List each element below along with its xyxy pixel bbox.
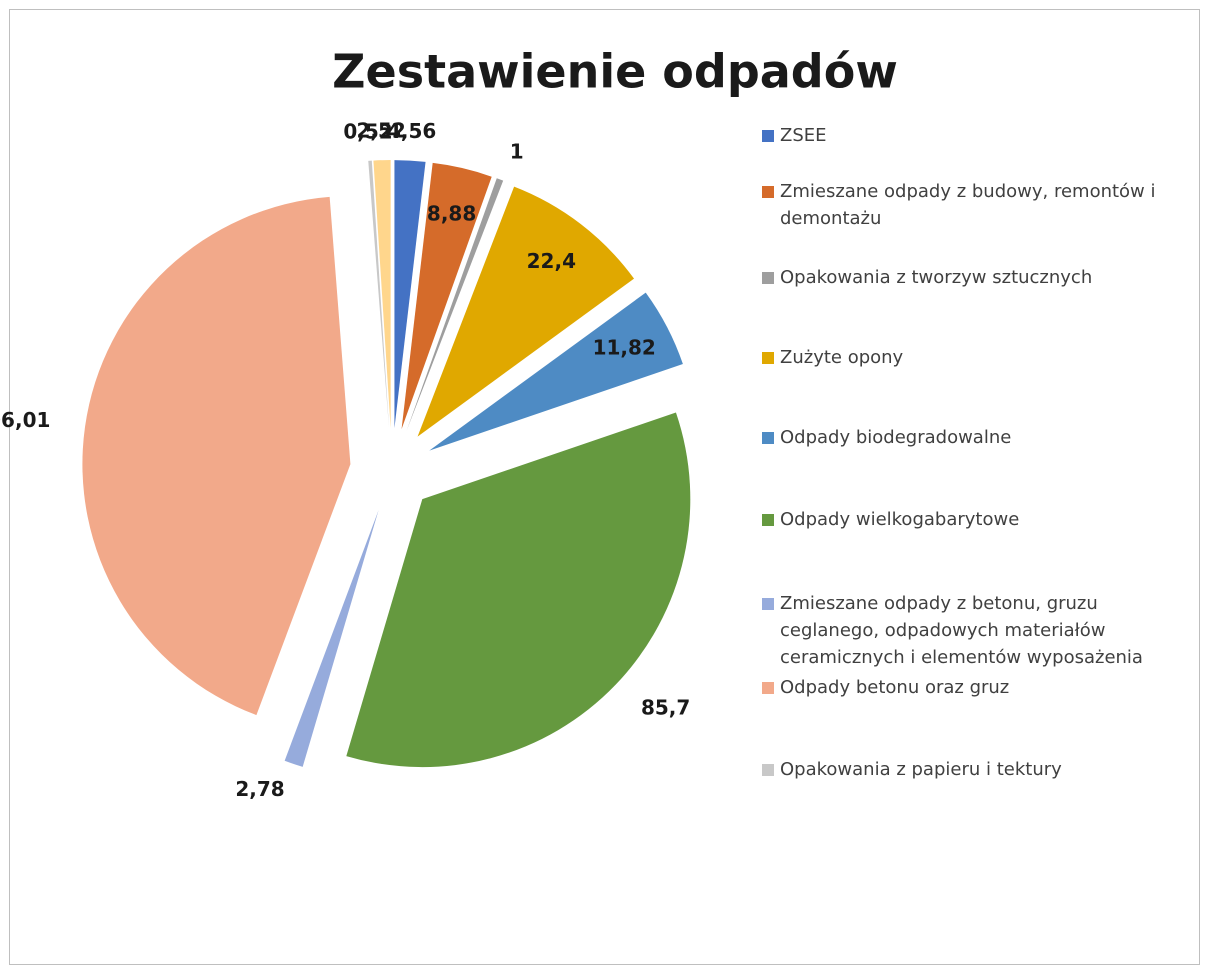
legend-label: Zużyte opony xyxy=(780,347,904,368)
legend-swatch xyxy=(762,514,774,526)
legend-label: Odpady biodegradowalne xyxy=(780,427,1012,448)
legend-swatch xyxy=(762,272,774,284)
legend-item: Zmieszane odpady z betonu, gruzu ceglane… xyxy=(762,590,1202,671)
pie xyxy=(82,160,691,768)
legend-swatch xyxy=(762,432,774,444)
legend-label: Opakowania z papieru i tektury xyxy=(780,759,1062,780)
legend-swatch xyxy=(762,764,774,776)
legend-item: Zmieszane odpady z budowy, remontów i de… xyxy=(762,178,1202,232)
pie-slice xyxy=(373,160,391,429)
pie-slice xyxy=(429,292,683,451)
data-label: 22,4 xyxy=(527,249,576,273)
legend-label: Odpady wielkogabarytowe xyxy=(780,509,1020,530)
legend-item: Odpady wielkogabarytowe xyxy=(762,506,1202,533)
legend-label: Odpady betonu oraz gruz xyxy=(780,677,1010,698)
legend-swatch xyxy=(762,352,774,364)
data-label: 4,56 xyxy=(387,119,436,143)
pie-slice xyxy=(368,160,390,429)
data-label: 8,88 xyxy=(427,202,476,226)
legend-swatch xyxy=(762,598,774,610)
legend-label: Zmieszane odpady z betonu, gruzu ceglane… xyxy=(780,593,1143,668)
pie-slice xyxy=(417,186,635,437)
legend-item: Odpady betonu oraz gruz xyxy=(762,674,1202,701)
legend-label: Opakowania z tworzyw sztucznych xyxy=(780,267,1093,288)
legend-item: Odpady biodegradowalne xyxy=(762,424,1202,451)
legend-item: Opakowania z papieru i tektury xyxy=(762,756,1202,783)
legend-item: ZSEE xyxy=(762,122,1202,149)
pie-slice xyxy=(401,162,492,430)
pie-slice xyxy=(82,196,351,716)
legend-swatch xyxy=(762,186,774,198)
pie-slice xyxy=(284,509,379,767)
legend-swatch xyxy=(762,682,774,694)
data-label: 1 xyxy=(510,140,524,164)
legend-item: Zużyte opony xyxy=(762,344,1202,371)
chart-title: Zestawienie odpadów xyxy=(332,45,898,99)
legend-label: Zmieszane odpady z budowy, remontów i de… xyxy=(780,181,1156,229)
legend-swatch xyxy=(762,130,774,142)
data-label: 85,7 xyxy=(641,695,690,719)
pie-slice xyxy=(406,178,504,431)
pie-slice xyxy=(394,160,426,429)
pie-slice xyxy=(346,412,691,768)
data-label: 106,01 xyxy=(0,408,50,432)
legend-item: Opakowania z tworzyw sztucznych xyxy=(762,264,1202,291)
legend-label: ZSEE xyxy=(780,125,827,146)
data-label: 2,52 xyxy=(356,119,405,143)
data-label: 0,52 xyxy=(343,119,392,143)
data-label: 11,82 xyxy=(593,336,656,360)
data-label: 2,78 xyxy=(235,777,284,801)
